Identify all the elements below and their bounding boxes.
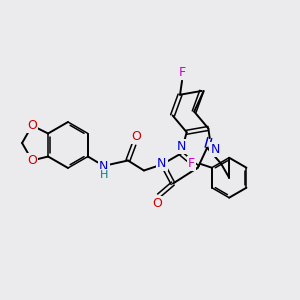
Text: O: O [27,119,37,132]
Text: O: O [131,130,141,143]
Text: N: N [210,143,220,156]
Text: O: O [152,197,162,210]
Text: H: H [100,170,108,181]
Text: F: F [178,66,186,79]
Text: N: N [99,160,109,173]
Text: O: O [27,154,37,167]
Text: N: N [176,140,186,153]
Text: F: F [188,157,195,170]
Text: N: N [157,157,167,170]
